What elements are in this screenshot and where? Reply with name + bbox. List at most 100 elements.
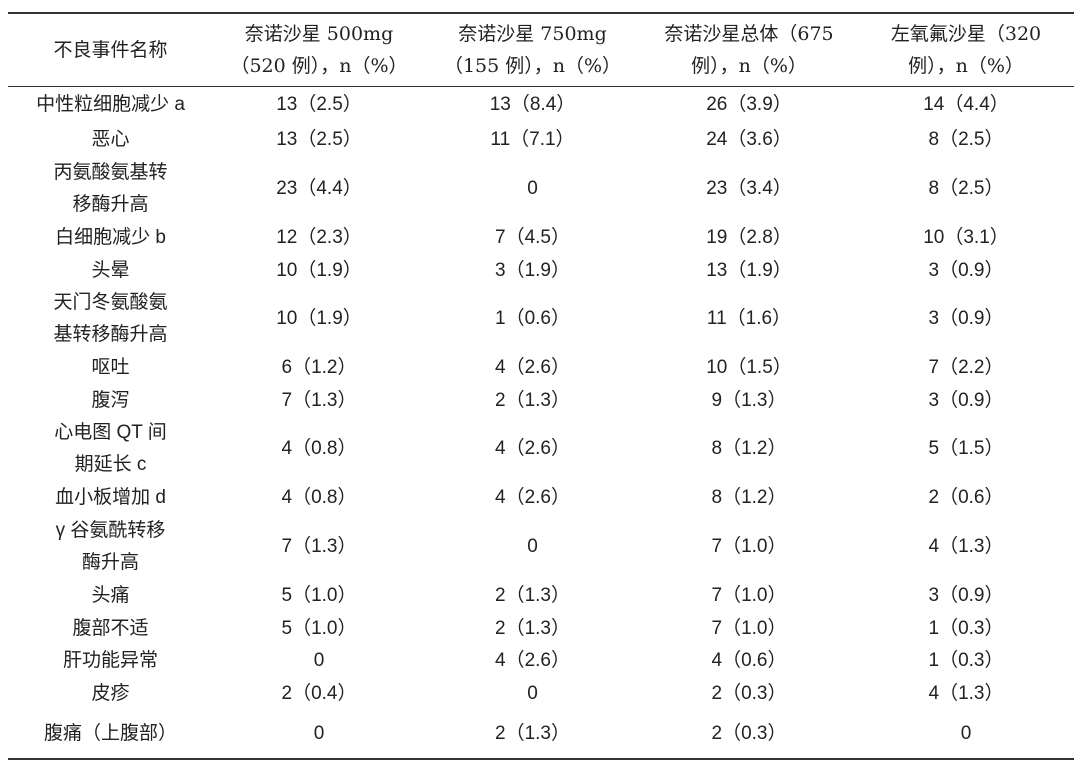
header-cell: 不良事件名称 [8,13,213,87]
table-row: 肝功能异常 0 4（2.6） 4（0.6） 1（0.3） [8,645,1074,678]
value: 2（0.6） [928,487,1004,508]
value-cell: 7（2.2） [858,352,1074,385]
value: 8（1.2） [711,487,787,508]
table-row: 头晕 10（1.9） 3（1.9） 13（1.9） 3（0.9） [8,255,1074,287]
event-name: 呕吐 [91,357,130,378]
value-cell: 3（0.9） [858,580,1074,613]
event-name: 腹泻 [91,389,130,411]
event-name-cell: 肝功能异常 [8,645,213,678]
value-cell: 8（1.2） [640,482,858,515]
header-cell: 奈诺沙星总体（675 例），n（%） [640,13,858,87]
event-name: 天门冬氨酸氨基转移酶升高 [53,292,168,345]
value-cell: 11（7.1） [425,123,640,157]
event-name-cell: 腹痛（上腹部） [8,710,213,759]
event-name-cell: 丙氨酸氨基转移酶升高 [8,157,213,222]
value: 4（2.6） [495,438,570,459]
value: 4（2.6） [495,487,570,508]
value: 24（3.6） [706,128,792,150]
table-row: 丙氨酸氨基转移酶升高 23（4.4） 0 23（3.4） 8（2.5） [8,157,1074,222]
value-cell: 0 [858,710,1074,759]
value: 4（1.3） [928,536,1004,557]
value-cell: 7（4.5） [425,222,640,255]
value: 13（2.5） [276,93,362,115]
value: 0 [527,178,538,199]
event-name-cell: 腹泻 [8,385,213,417]
value: 26（3.9） [706,93,792,115]
value: 14（4.4） [923,93,1009,115]
event-name-cell: 心电图 QT 间期延长 c [8,417,213,482]
value: 2（0.3） [711,722,787,744]
value-cell: 2（0.3） [640,710,858,759]
value-cell: 6（1.2） [213,352,425,385]
value: 23（4.4） [276,178,362,199]
table-row: 皮疹 2（0.4） 0 2（0.3） 4（1.3） [8,678,1074,710]
value: 19（2.8） [706,227,792,248]
value: 1（0.3） [928,650,1004,671]
value-cell: 0 [425,678,640,710]
value-cell: 0 [213,710,425,759]
value: 4（2.6） [495,357,570,378]
event-name: 白细胞减少 b [55,227,166,248]
event-name-cell: 白细胞减少 b [8,222,213,255]
header-cell: 奈诺沙星 750mg（155 例），n（%） [425,13,640,87]
value: 12（2.3） [276,227,362,248]
event-name-cell: 中性粒细胞减少 a [8,87,213,123]
value: 7（1.0） [711,617,787,639]
value: 0 [313,722,325,744]
value: 5（1.5） [928,438,1004,459]
value: 10（1.9） [276,308,362,329]
event-name-cell: 头痛 [8,580,213,613]
table-row: 白细胞减少 b 12（2.3） 7（4.5） 19（2.8） 10（3.1） [8,222,1074,255]
value: 7（1.3） [281,389,357,411]
value-cell: 14（4.4） [858,87,1074,123]
event-name-cell: 天门冬氨酸氨基转移酶升高 [8,287,213,352]
value-cell: 8（2.5） [858,157,1074,222]
value: 7（1.3） [281,536,357,557]
value-cell: 8（1.2） [640,417,858,482]
value-cell: 4（1.3） [858,678,1074,710]
table-row: 头痛 5（1.0） 2（1.3） 7（1.0） 3（0.9） [8,580,1074,613]
value: 11（1.6） [706,308,792,329]
value: 4（0.8） [281,487,357,508]
event-name-cell: 头晕 [8,255,213,287]
value-cell: 4（2.6） [425,417,640,482]
value: 13（1.9） [706,259,792,281]
value-cell: 7（1.0） [640,580,858,613]
value-cell: 4（2.6） [425,645,640,678]
value: 7（1.0） [711,585,787,606]
value-cell: 4（1.3） [858,515,1074,580]
value-cell: 5（1.0） [213,613,425,645]
table-row: 血小板增加 d 4（0.8） 4（2.6） 8（1.2） 2（0.6） [8,482,1074,515]
value: 13（8.4） [489,93,576,115]
value-cell: 0 [213,645,425,678]
value-cell: 10（1.5） [640,352,858,385]
value: 23（3.4） [706,178,792,199]
value: 2（0.4） [281,682,357,704]
event-name: 心电图 QT 间期延长 c [54,422,167,475]
table-row: 腹泻 7（1.3） 2（1.3） 9（1.3） 3（0.9） [8,385,1074,417]
event-name: γ 谷氨酰转移酶升高 [55,520,166,573]
value: 3（0.9） [928,308,1004,329]
value: 1（0.6） [495,308,570,329]
value-cell: 2（1.3） [425,710,640,759]
event-name: 肝功能异常 [62,650,158,671]
value: 6（1.2） [281,357,357,378]
table-row: 天门冬氨酸氨基转移酶升高 10（1.9） 1（0.6） 11（1.6） 3（0.9） [8,287,1074,352]
value: 2（0.3） [711,682,787,704]
value-cell: 24（3.6） [640,123,858,157]
value-cell: 2（0.3） [640,678,858,710]
value-cell: 4（0.8） [213,482,425,515]
value-cell: 4（0.6） [640,645,858,678]
event-name: 头痛 [91,585,130,606]
event-name: 中性粒细胞减少 a [36,93,185,115]
value-cell: 5（1.0） [213,580,425,613]
event-name-cell: 腹部不适 [8,613,213,645]
value: 3（0.9） [928,259,1004,281]
value: 3（0.9） [928,389,1004,411]
value-cell: 1（0.3） [858,613,1074,645]
table-row: 腹部不适 5（1.0） 2（1.3） 7（1.0） 1（0.3） [8,613,1074,645]
header-cell: 奈诺沙星 500mg（520 例），n（%） [213,13,425,87]
value: 7（4.5） [495,227,570,248]
value-cell: 10（3.1） [858,222,1074,255]
